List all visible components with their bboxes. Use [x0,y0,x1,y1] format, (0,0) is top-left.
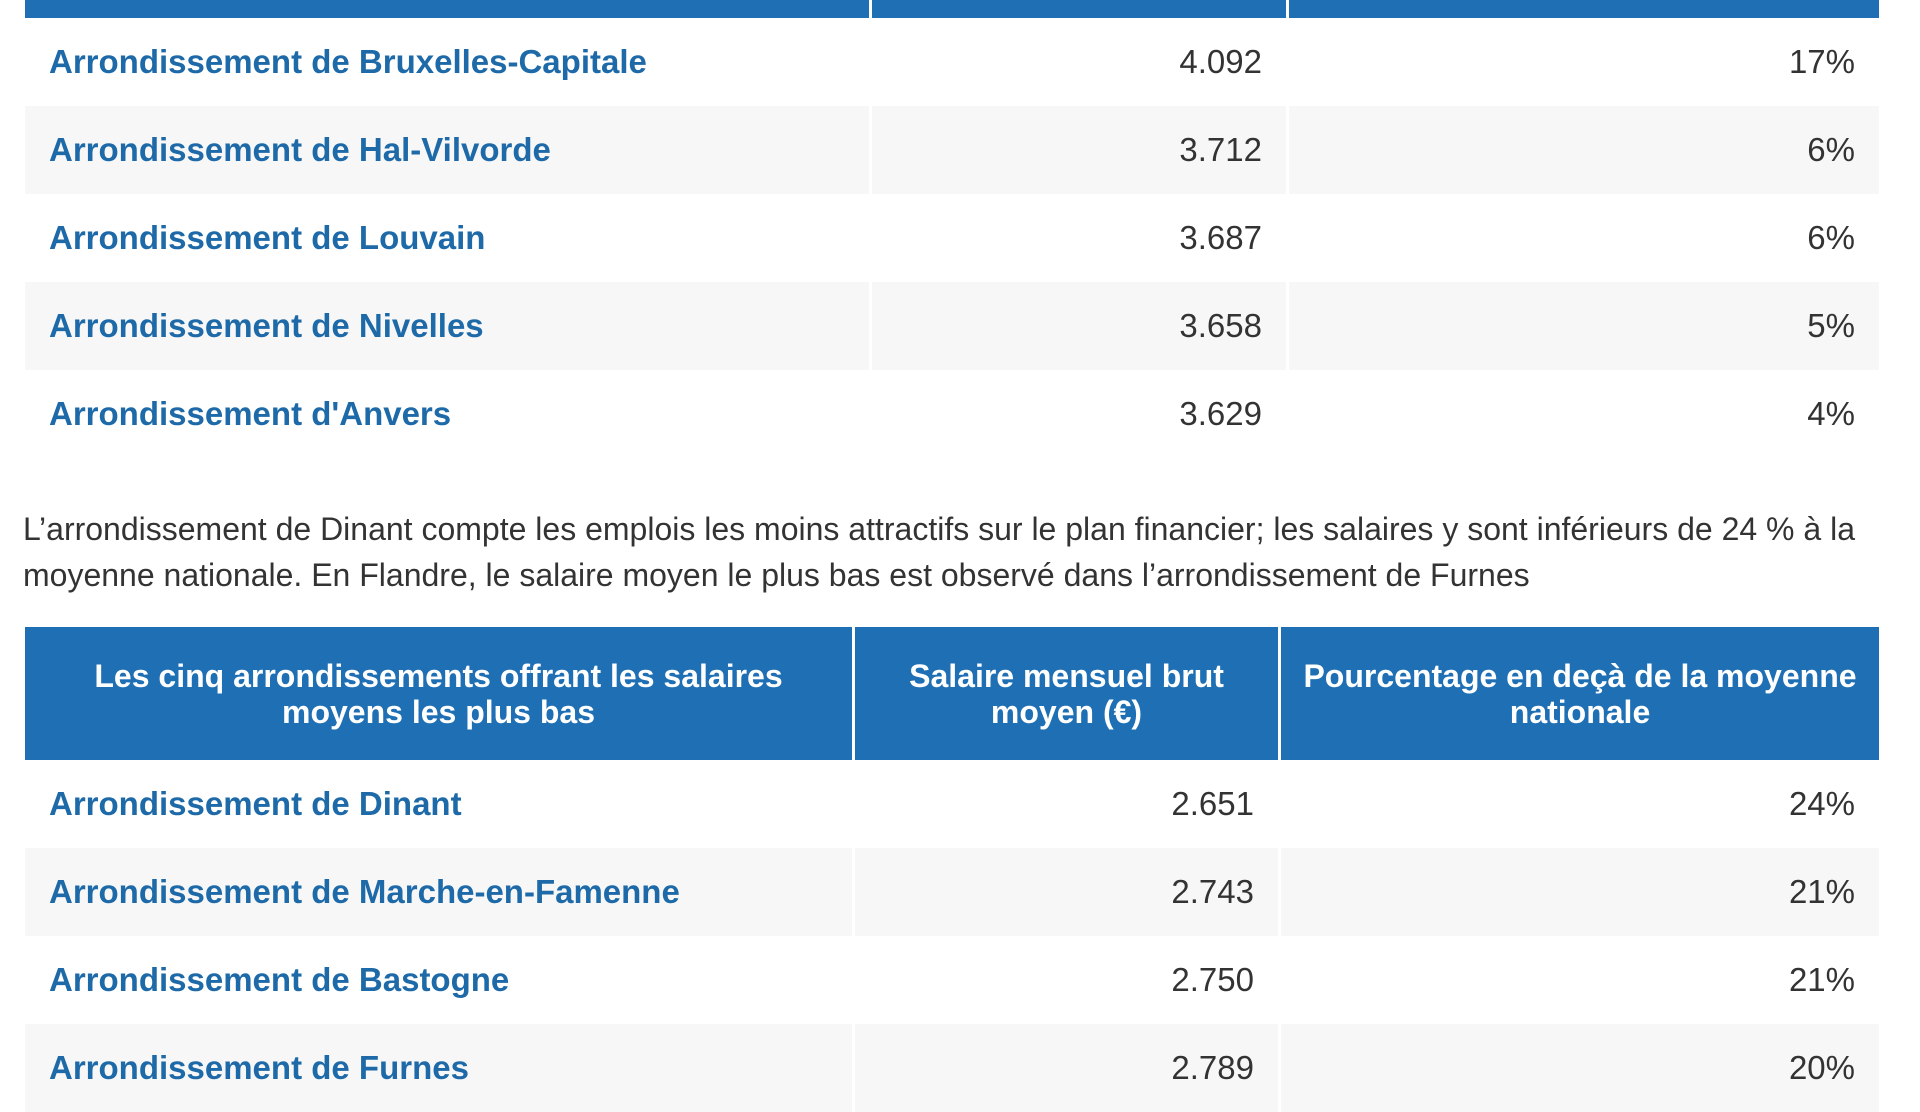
header-cell-2 [872,0,1289,18]
table-row: Arrondissement de Bruxelles-Capitale 4.0… [25,18,1879,106]
arrondissement-link[interactable]: Arrondissement de Marche-en-Famenne [25,848,855,936]
table-header-strip [25,0,1879,18]
header-cell-1 [25,0,872,18]
table-row: Arrondissement de Furnes 2.789 20% [25,1024,1879,1112]
salary-value: 4.092 [872,18,1289,106]
percent-value: 5% [1289,282,1879,370]
column-header-arrondissements: Les cinq arrondissements offrant les sal… [25,627,855,760]
table-row: Arrondissement de Bastogne 2.750 21% [25,936,1879,1024]
table-row: Arrondissement de Hal-Vilvorde 3.712 6% [25,106,1879,194]
table-row: Arrondissement de Louvain 3.687 6% [25,194,1879,282]
percent-value: 4% [1289,370,1879,458]
salary-value: 2.750 [855,936,1281,1024]
table-row: Arrondissement de Dinant 2.651 24% [25,760,1879,848]
salary-value: 2.651 [855,760,1281,848]
arrondissement-link[interactable]: Arrondissement de Hal-Vilvorde [25,106,872,194]
table-row: Arrondissement d'Anvers 3.629 4% [25,370,1879,458]
percent-value: 17% [1289,18,1879,106]
percent-value: 21% [1281,848,1879,936]
body-paragraph: L’arrondissement de Dinant compte les em… [23,511,1855,593]
column-header-percentage: Pourcentage en deçà de la moyenne nation… [1281,627,1879,760]
salary-value: 3.687 [872,194,1289,282]
percent-value: 21% [1281,936,1879,1024]
salary-value: 2.789 [855,1024,1281,1112]
salary-value: 3.629 [872,370,1289,458]
arrondissement-link[interactable]: Arrondissement de Bastogne [25,936,855,1024]
percent-value: 20% [1281,1024,1879,1112]
arrondissement-link[interactable]: Arrondissement de Nivelles [25,282,872,370]
percent-value: 24% [1281,760,1879,848]
table-header-row: Les cinq arrondissements offrant les sal… [25,627,1879,760]
salary-value: 3.712 [872,106,1289,194]
lowest-salaries-table: Les cinq arrondissements offrant les sal… [25,627,1879,1112]
arrondissement-link[interactable]: Arrondissement de Furnes [25,1024,855,1112]
arrondissement-link[interactable]: Arrondissement de Louvain [25,194,872,282]
salary-value: 3.658 [872,282,1289,370]
column-header-salary: Salaire mensuel brut moyen (€) [855,627,1281,760]
table-row: Arrondissement de Nivelles 3.658 5% [25,282,1879,370]
arrondissement-link[interactable]: Arrondissement d'Anvers [25,370,872,458]
header-cell-3 [1289,0,1879,18]
arrondissement-link[interactable]: Arrondissement de Dinant [25,760,855,848]
salary-value: 2.743 [855,848,1281,936]
arrondissement-link[interactable]: Arrondissement de Bruxelles-Capitale [25,18,872,106]
percent-value: 6% [1289,106,1879,194]
table-row: Arrondissement de Marche-en-Famenne 2.74… [25,848,1879,936]
highest-salaries-table: Arrondissement de Bruxelles-Capitale 4.0… [25,0,1879,458]
percent-value: 6% [1289,194,1879,282]
